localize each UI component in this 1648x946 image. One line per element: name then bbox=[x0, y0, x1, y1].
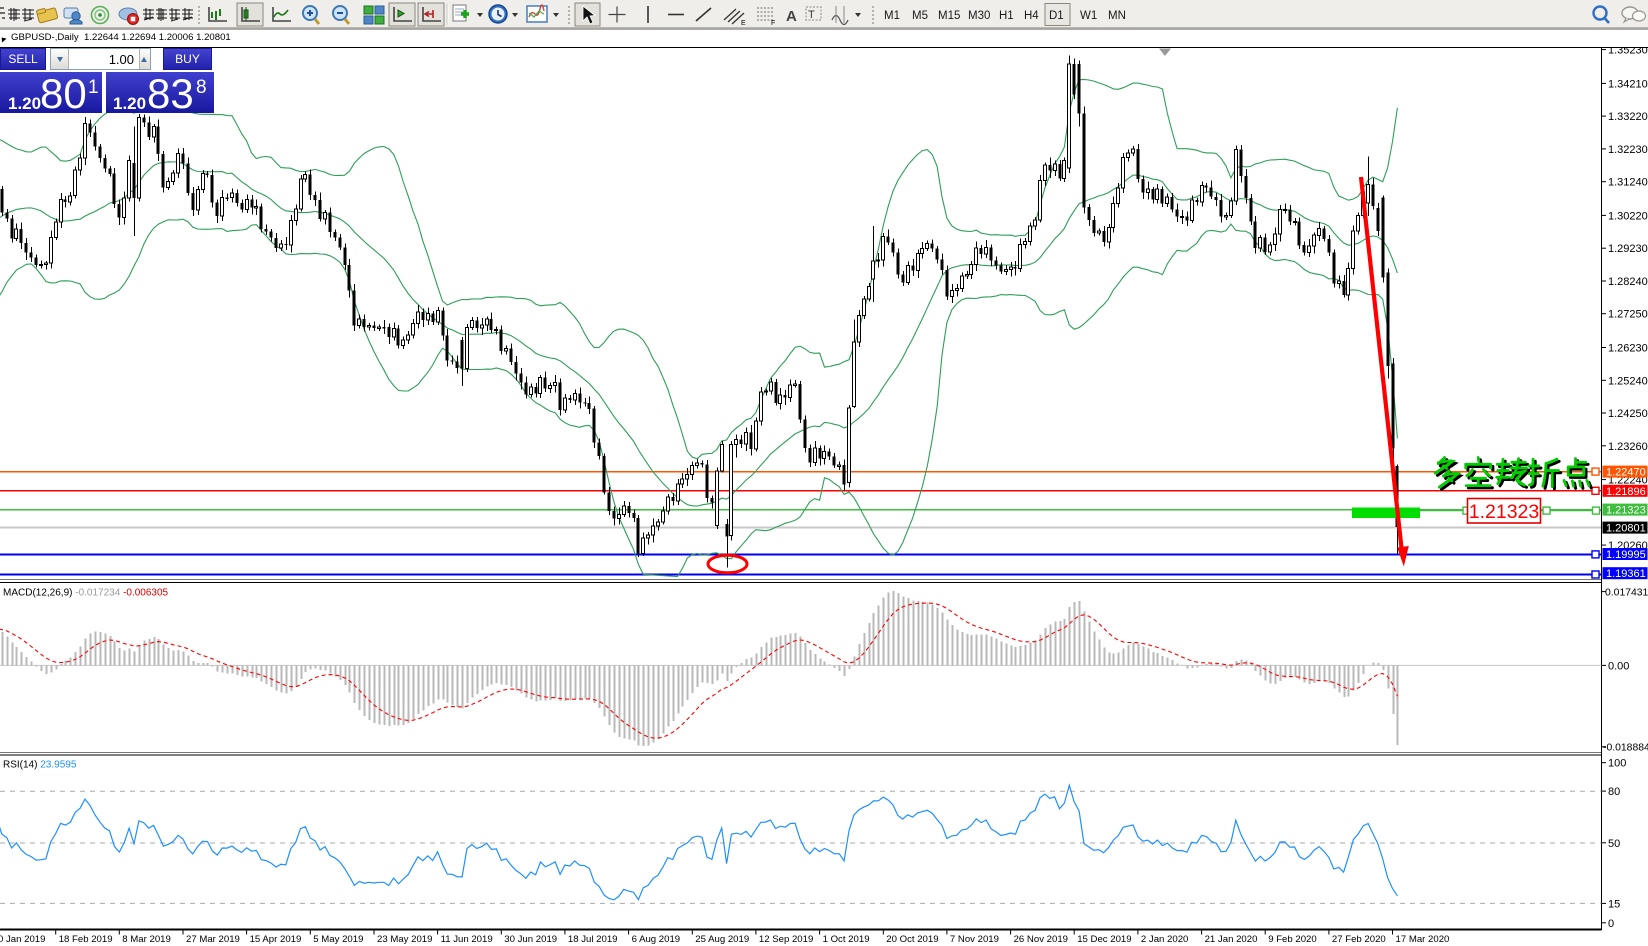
svg-text:W1: W1 bbox=[1080, 10, 1097, 22]
svg-text:18 Feb 2019: 18 Feb 2019 bbox=[59, 934, 113, 945]
svg-text:1.28240: 1.28240 bbox=[1608, 276, 1648, 288]
svg-text:0.017431: 0.017431 bbox=[1605, 588, 1648, 599]
svg-text:H1: H1 bbox=[999, 10, 1014, 22]
svg-text:M30: M30 bbox=[968, 10, 990, 22]
svg-text:18 Jul 2019: 18 Jul 2019 bbox=[568, 934, 618, 945]
svg-text:M1: M1 bbox=[884, 10, 900, 22]
svg-text:F: F bbox=[771, 20, 775, 27]
svg-text:-0.018884: -0.018884 bbox=[1603, 743, 1648, 754]
svg-text:MACD(12,26,9) -0.017234 -0.006: MACD(12,26,9) -0.017234 -0.006305 bbox=[3, 588, 169, 599]
svg-text:E: E bbox=[741, 20, 746, 27]
svg-text:1.25240: 1.25240 bbox=[1608, 375, 1648, 387]
svg-text:1.27250: 1.27250 bbox=[1608, 309, 1648, 321]
svg-text:1.19995: 1.19995 bbox=[1606, 549, 1646, 561]
svg-text:1.33220: 1.33220 bbox=[1608, 111, 1648, 123]
svg-text:1.34210: 1.34210 bbox=[1608, 78, 1648, 90]
svg-text:0 Jan 2019: 0 Jan 2019 bbox=[0, 934, 45, 945]
svg-text:1.21896: 1.21896 bbox=[1606, 486, 1646, 498]
svg-text:T: T bbox=[808, 9, 815, 21]
svg-text:25 Aug 2019: 25 Aug 2019 bbox=[695, 934, 749, 945]
svg-text:1.21323: 1.21323 bbox=[1606, 505, 1646, 517]
svg-text:7 Nov 2019: 7 Nov 2019 bbox=[950, 934, 999, 945]
svg-text:0.00: 0.00 bbox=[1608, 660, 1629, 672]
svg-text:A: A bbox=[786, 8, 797, 25]
svg-text:1.20801: 1.20801 bbox=[1606, 523, 1646, 535]
svg-text:9 Feb 2020: 9 Feb 2020 bbox=[1268, 934, 1317, 945]
svg-text:80: 80 bbox=[1608, 786, 1620, 798]
svg-text:1.26230: 1.26230 bbox=[1608, 343, 1648, 355]
svg-text:1.21323: 1.21323 bbox=[1469, 501, 1540, 523]
svg-text:2 Jan 2020: 2 Jan 2020 bbox=[1141, 934, 1188, 945]
svg-text:6 Aug 2019: 6 Aug 2019 bbox=[632, 934, 681, 945]
svg-text:8 Mar 2019: 8 Mar 2019 bbox=[122, 934, 171, 945]
svg-text:1.23260: 1.23260 bbox=[1608, 441, 1648, 453]
svg-text:12 Sep 2019: 12 Sep 2019 bbox=[759, 934, 813, 945]
svg-text:23 May 2019: 23 May 2019 bbox=[377, 934, 432, 945]
svg-text:15 Apr 2019: 15 Apr 2019 bbox=[250, 934, 302, 945]
svg-text:RSI(14) 23.9595: RSI(14) 23.9595 bbox=[3, 760, 77, 771]
svg-text:H4: H4 bbox=[1024, 10, 1039, 22]
svg-text:1.31240: 1.31240 bbox=[1608, 177, 1648, 189]
svg-text:1.22470: 1.22470 bbox=[1606, 467, 1646, 479]
svg-text:1.35230: 1.35230 bbox=[1608, 45, 1648, 57]
svg-text:1.24250: 1.24250 bbox=[1608, 408, 1648, 420]
svg-text:21 Jan 2020: 21 Jan 2020 bbox=[1205, 934, 1258, 945]
svg-text:17 Mar 2020: 17 Mar 2020 bbox=[1396, 934, 1450, 945]
svg-text:15 Dec 2019: 15 Dec 2019 bbox=[1077, 934, 1131, 945]
svg-text:1 Oct 2019: 1 Oct 2019 bbox=[823, 934, 870, 945]
svg-text:1.19361: 1.19361 bbox=[1606, 568, 1646, 580]
svg-text:20 Oct 2019: 20 Oct 2019 bbox=[886, 934, 938, 945]
svg-text:11 Jun 2019: 11 Jun 2019 bbox=[441, 934, 493, 945]
svg-text:15: 15 bbox=[1608, 898, 1620, 910]
svg-text:5 May 2019: 5 May 2019 bbox=[313, 934, 363, 945]
svg-text:MN: MN bbox=[1108, 10, 1126, 22]
svg-text:1.30220: 1.30220 bbox=[1608, 210, 1648, 222]
svg-text:M5: M5 bbox=[912, 10, 928, 22]
svg-text:100: 100 bbox=[1608, 758, 1626, 770]
svg-text:26 Nov 2019: 26 Nov 2019 bbox=[1014, 934, 1068, 945]
svg-text:50: 50 bbox=[1608, 838, 1620, 850]
svg-text:D1: D1 bbox=[1049, 10, 1064, 22]
svg-text:1.32230: 1.32230 bbox=[1608, 144, 1648, 156]
svg-text:1.29230: 1.29230 bbox=[1608, 243, 1648, 255]
svg-text:27 Feb 2020: 27 Feb 2020 bbox=[1332, 934, 1386, 945]
svg-text:27 Mar 2019: 27 Mar 2019 bbox=[186, 934, 240, 945]
svg-text:0: 0 bbox=[1608, 918, 1614, 930]
svg-text:30 Jun 2019: 30 Jun 2019 bbox=[504, 934, 557, 945]
svg-text:M15: M15 bbox=[938, 10, 960, 22]
